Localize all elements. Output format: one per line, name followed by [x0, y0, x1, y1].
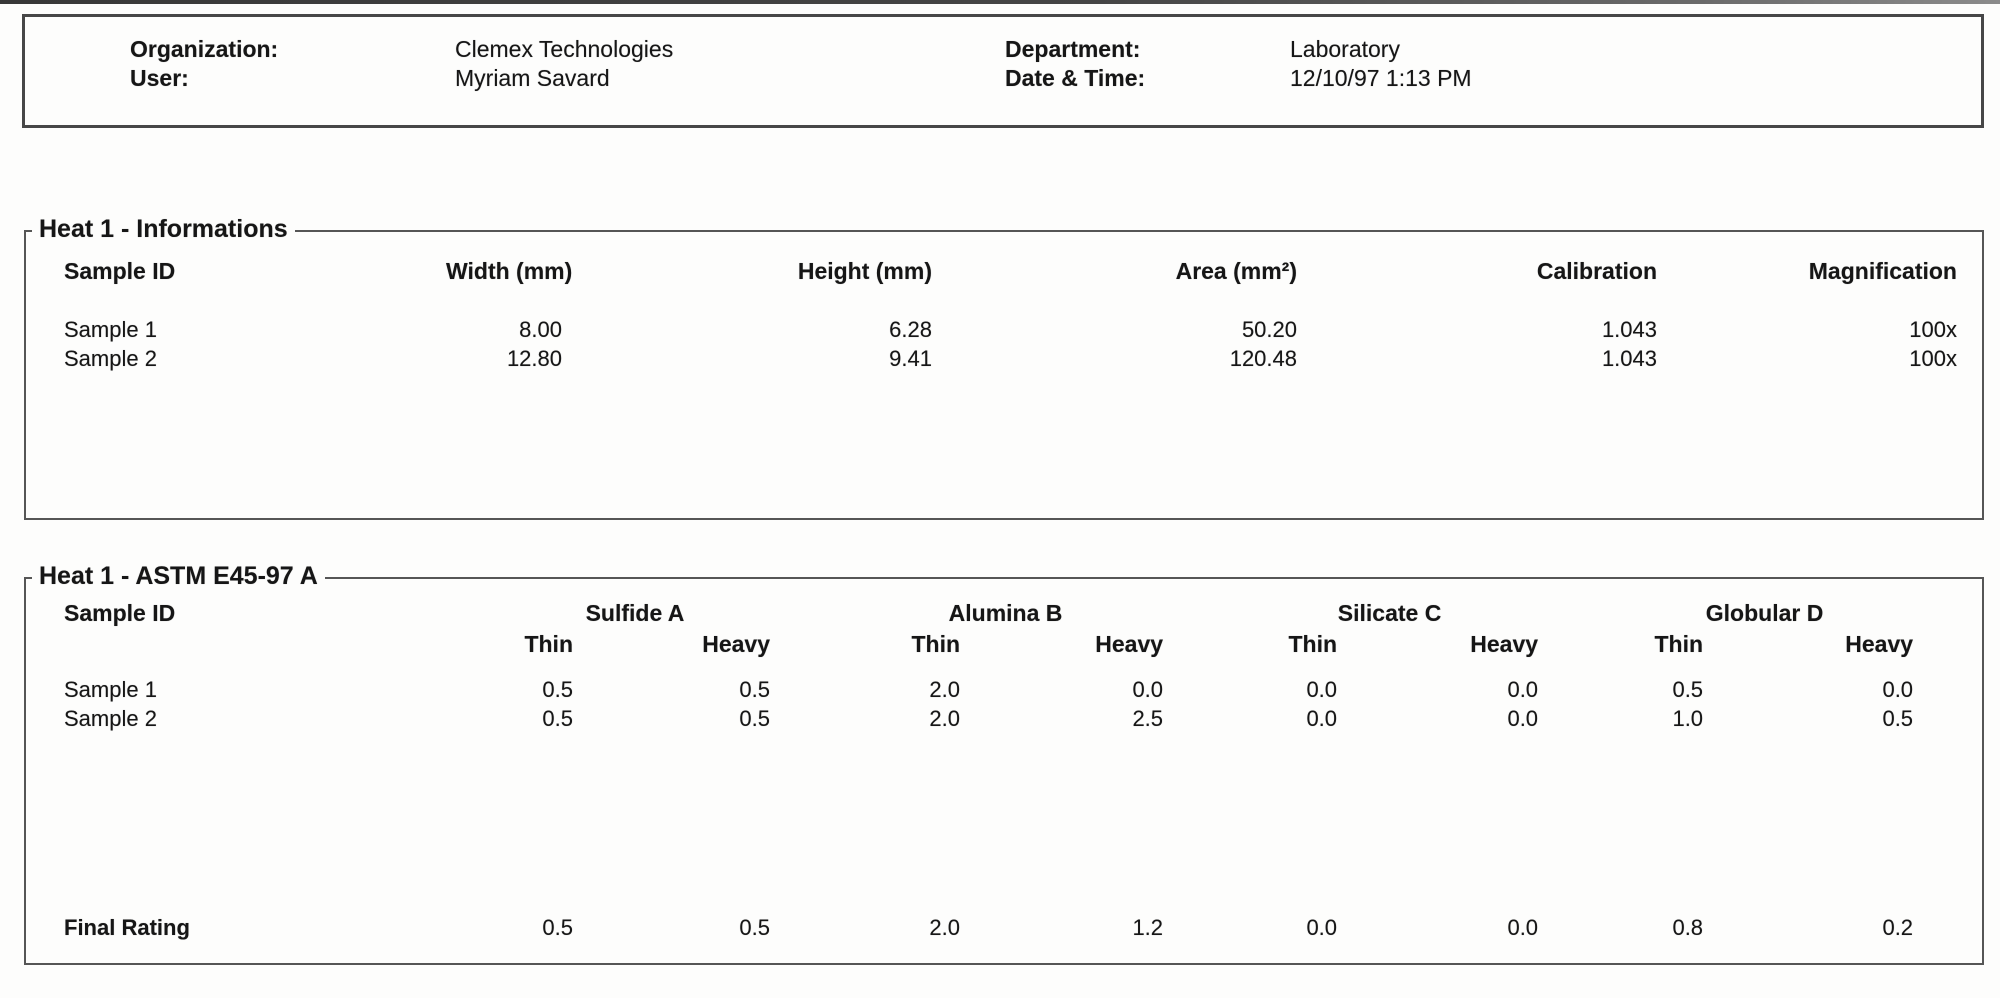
column-header-heavy: Heavy: [1845, 631, 1914, 657]
group-header-globular-d: Globular D: [1705, 600, 1824, 626]
column-header-sample-id: Sample ID: [64, 258, 176, 284]
spacer-row: [26, 733, 1937, 913]
table-cell: 6.28: [889, 317, 932, 342]
table-cell: Sample 2: [64, 346, 157, 371]
final-rating-label: Final Rating: [64, 915, 190, 940]
column-header-width: Width (mm): [446, 258, 573, 284]
table-cell: 100x: [1909, 346, 1957, 371]
column-header-thin: Thin: [1288, 631, 1338, 657]
table-row-final-rating: Final Rating 0.5 0.5 2.0 1.2 0.0 0.0 0.8…: [26, 913, 1937, 943]
section-heat1-astm-e45-97-a: Heat 1 - ASTM E45-97 A Sample ID Sulfide…: [24, 562, 1984, 965]
astm-group-header-row: Sample ID Sulfide A Alumina B Silicate C…: [26, 599, 1937, 627]
organization-value: Clemex Technologies: [455, 36, 674, 62]
table-cell: 0.5: [739, 677, 771, 702]
astm-ratings-table: Sample ID Sulfide A Alumina B Silicate C…: [26, 599, 1937, 943]
astm-subheader-row: Thin Heavy Thin Heavy Thin Heavy Thin He…: [26, 627, 1937, 661]
table-cell: 0.0: [1507, 915, 1539, 940]
table-cell: 1.0: [1672, 706, 1704, 731]
table-cell: Sample 1: [64, 317, 157, 342]
column-header-magnification: Magnification: [1808, 258, 1957, 284]
column-header-sample-id: Sample ID: [64, 600, 176, 626]
table-cell: 0.0: [1306, 915, 1338, 940]
table-cell: Sample 1: [64, 677, 157, 702]
column-header-thin: Thin: [1654, 631, 1704, 657]
table-cell: Sample 2: [64, 706, 157, 731]
department-label: Department:: [1005, 36, 1141, 62]
table-cell: 0.0: [1882, 677, 1914, 702]
table-cell: 9.41: [889, 346, 932, 371]
table-row-sample-1: Sample 1 8.00 6.28 50.20 1.043 100x: [26, 315, 1981, 344]
column-header-height: Height (mm): [797, 258, 932, 284]
table-cell: 1.2: [1132, 915, 1164, 940]
table-cell: 0.0: [1507, 706, 1539, 731]
section-heat1-informations: Heat 1 - Informations Sample ID Width (m…: [24, 215, 1984, 520]
organization-label: Organization:: [130, 36, 279, 62]
table-row-sample-2: Sample 2 12.80 9.41 120.48 1.043 100x: [26, 344, 1981, 373]
table-cell: 0.5: [542, 915, 573, 940]
table-cell: 120.48: [1229, 346, 1297, 371]
table-row-sample-1: Sample 1 0.5 0.5 2.0 0.0 0.0 0.0 0.5 0.0: [26, 661, 1937, 704]
table-cell: 1.043: [1601, 346, 1657, 371]
table-cell: 8.00: [519, 317, 562, 342]
section-heat1-informations-title: Heat 1 - Informations: [32, 215, 295, 244]
table-cell: 0.5: [739, 706, 771, 731]
report-header: Organization: Clemex Technologies Depart…: [22, 14, 1984, 128]
informations-table: Sample ID Width (mm) Height (mm) Area (m…: [26, 258, 1981, 373]
table-row-sample-2: Sample 2 0.5 0.5 2.0 2.5 0.0 0.0 1.0 0.5: [26, 704, 1937, 733]
informations-header-row: Sample ID Width (mm) Height (mm) Area (m…: [26, 258, 1981, 315]
table-cell: 100x: [1909, 317, 1957, 342]
table-cell: 2.0: [929, 706, 961, 731]
table-cell: 0.5: [739, 915, 771, 940]
datetime-value: 12/10/97 1:13 PM: [1290, 65, 1472, 91]
table-cell: 0.0: [1507, 677, 1539, 702]
table-cell: 2.0: [929, 915, 961, 940]
table-cell: 0.0: [1306, 677, 1338, 702]
table-cell: 0.5: [1882, 706, 1914, 731]
column-header-heavy: Heavy: [1470, 631, 1539, 657]
column-header-thin: Thin: [524, 631, 573, 657]
datetime-label: Date & Time:: [1005, 65, 1146, 91]
table-cell: 0.5: [542, 677, 573, 702]
column-header-calibration: Calibration: [1536, 258, 1657, 284]
group-header-alumina-b: Alumina B: [948, 600, 1063, 626]
column-header-heavy: Heavy: [1095, 631, 1164, 657]
user-value: Myriam Savard: [455, 65, 610, 91]
scan-edge-artifact: [0, 0, 2000, 4]
table-cell: 0.0: [1132, 677, 1164, 702]
group-header-sulfide-a: Sulfide A: [585, 600, 685, 626]
table-cell: 0.5: [1672, 677, 1704, 702]
table-cell: 0.2: [1882, 915, 1914, 940]
group-header-silicate-c: Silicate C: [1337, 600, 1442, 626]
department-value: Laboratory: [1290, 36, 1400, 62]
user-label: User:: [130, 65, 189, 91]
column-header-area: Area (mm²): [1175, 258, 1297, 284]
column-header-thin: Thin: [911, 631, 961, 657]
section-heat1-astm-title: Heat 1 - ASTM E45-97 A: [32, 562, 325, 591]
table-cell: 2.5: [1132, 706, 1164, 731]
table-cell: 50.20: [1241, 317, 1297, 342]
table-cell: 2.0: [929, 677, 961, 702]
column-header-heavy: Heavy: [702, 631, 771, 657]
table-cell: 0.8: [1672, 915, 1704, 940]
table-cell: 12.80: [506, 346, 562, 371]
table-cell: 0.5: [542, 706, 573, 731]
table-cell: 1.043: [1601, 317, 1657, 342]
table-cell: 0.0: [1306, 706, 1338, 731]
report-header-grid: Organization: Clemex Technologies Depart…: [25, 17, 1981, 93]
